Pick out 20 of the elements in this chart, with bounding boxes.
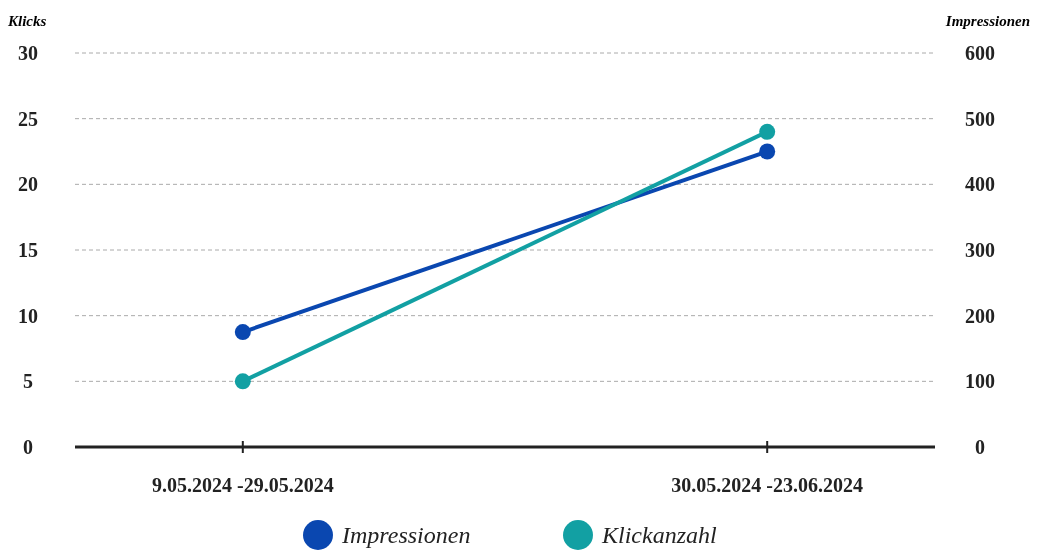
y-tick-label: 0 xyxy=(23,436,33,458)
y-axis-title: Klicks xyxy=(7,13,47,29)
y-tick-label: 10 xyxy=(18,304,38,327)
y-tick-label: 20 xyxy=(18,173,38,196)
y2-tick-label: 300 xyxy=(965,239,995,261)
y-tick-label: 30 xyxy=(18,42,38,64)
y2-tick-label: 500 xyxy=(965,107,995,130)
y-tick-label: 15 xyxy=(18,239,38,261)
y2-tick-label: 100 xyxy=(965,370,995,393)
x-tick-label: 9.05.2024 -29.05.2024 xyxy=(151,474,334,496)
y2-tick-label: 0 xyxy=(975,436,985,458)
y2-tick-label: 600 xyxy=(965,42,995,64)
y2-tick-label: 200 xyxy=(965,304,995,327)
y2-axis-title: Impressionen xyxy=(944,13,1030,29)
y-tick-label: 5 xyxy=(23,370,33,393)
y-tick-label: 25 xyxy=(18,107,38,130)
x-tick-label: 30.05.2024 -23.06.2024 xyxy=(671,474,864,496)
y2-tick-label: 400 xyxy=(965,173,995,196)
legend-label: Klickanzahl xyxy=(601,522,717,548)
legend-label: Impressionen xyxy=(341,522,471,548)
